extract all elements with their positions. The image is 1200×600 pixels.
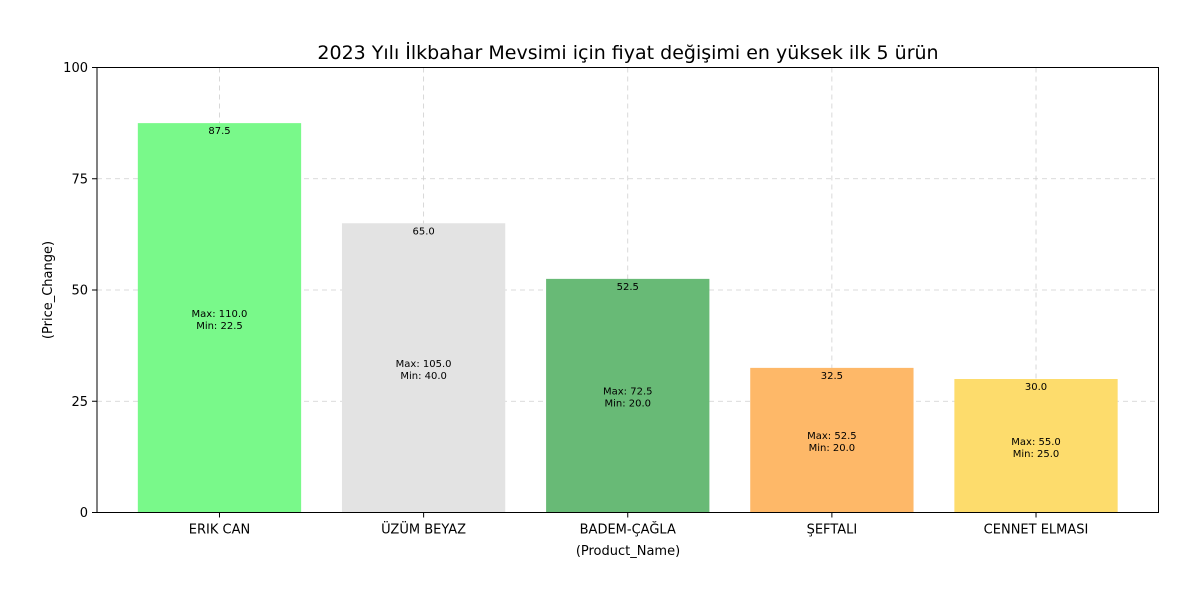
y-tick-label: 25 (71, 395, 88, 410)
y-tick-label: 0 (80, 506, 88, 521)
bar-value-label: 30.0 (1025, 382, 1047, 393)
x-tick-label: BADEM-ÇAĞLA (580, 522, 676, 538)
bar-min-label: Min: 25.0 (1013, 449, 1060, 460)
bar-min-label: Min: 40.0 (400, 371, 447, 382)
bar-value-label: 52.5 (617, 282, 639, 293)
bar-min-label: Min: 22.5 (196, 321, 243, 332)
bar-value-label: 87.5 (208, 126, 230, 137)
bar (954, 379, 1118, 513)
bar-max-label: Max: 55.0 (1011, 437, 1061, 448)
bar-min-label: Min: 20.0 (604, 399, 651, 410)
x-tick-label: CENNET ELMASI (984, 523, 1089, 538)
axis-ticks: 0 25 50 75 100 ERIK CAN ÜZÜM BEYAZ BADEM-ÇAĞLA Ş… (63, 61, 1088, 538)
bar-value-label: 32.5 (821, 371, 843, 382)
x-tick-label: ŞEFTALI (807, 523, 858, 538)
y-tick-label: 50 (71, 284, 88, 299)
bar (546, 278, 710, 513)
bar-max-label: Max: 52.5 (807, 431, 857, 442)
bar (137, 123, 302, 513)
x-tick-label: ERIK CAN (189, 523, 250, 538)
x-tick-label: ÜZÜM BEYAZ (381, 521, 466, 538)
y-axis-title: (Price_Change) (41, 241, 56, 339)
chart-title: 2023 Yılı İlkbahar Mevsimi için fiyat de… (317, 41, 938, 64)
bar-min-label: Min: 20.0 (809, 443, 856, 454)
bar (341, 223, 506, 513)
bars (137, 123, 1118, 513)
y-tick-label: 75 (71, 172, 88, 187)
bar-value-label: 65.0 (412, 226, 434, 237)
bar-max-label: Max: 110.0 (192, 309, 248, 320)
x-axis-title: (Product_Name) (576, 544, 680, 559)
bar-max-label: Max: 72.5 (603, 387, 653, 398)
bar (750, 367, 914, 513)
y-tick-label: 100 (63, 61, 88, 76)
bar-max-label: Max: 105.0 (396, 359, 452, 370)
